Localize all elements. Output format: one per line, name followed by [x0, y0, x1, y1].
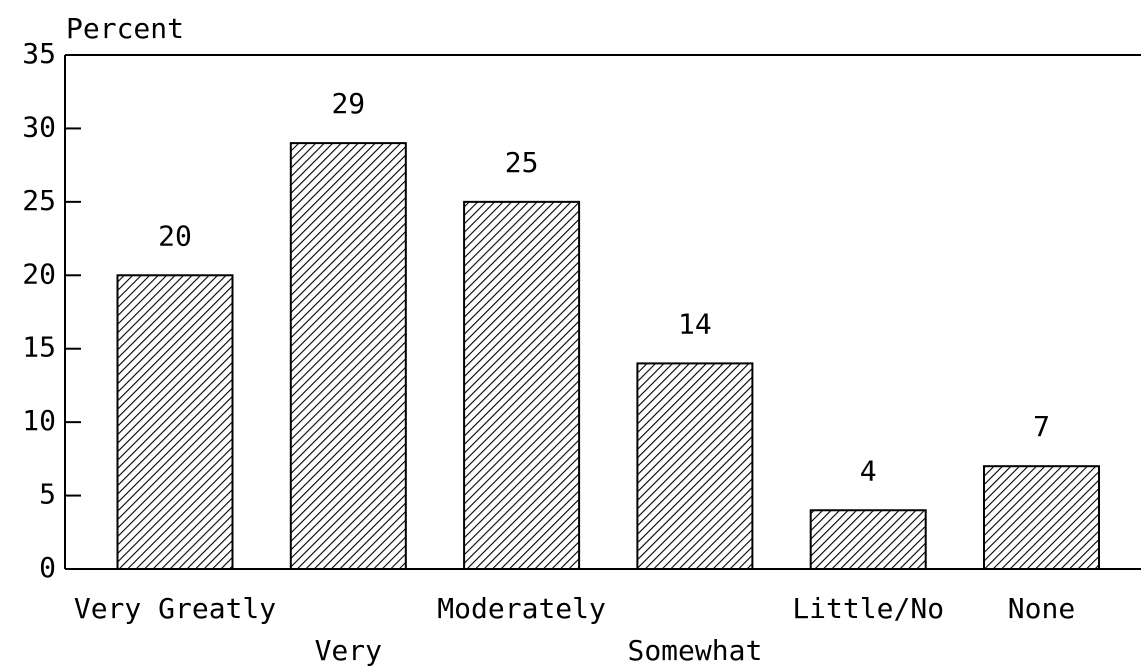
x-tick-label: None: [1008, 592, 1075, 625]
y-axis-label: Percent: [66, 12, 184, 45]
bar: [116, 274, 234, 570]
x-tick-label: Very: [315, 634, 382, 666]
x-tick-label: Very Greatly: [74, 592, 276, 625]
data-label: 14: [678, 307, 712, 340]
data-label: 7: [1033, 410, 1050, 443]
y-tick-label: 5: [39, 478, 56, 511]
data-label: 29: [331, 87, 365, 120]
y-tick-label: 0: [39, 551, 56, 584]
bar: [983, 465, 1100, 571]
x-tick-label: Little/No: [792, 592, 944, 625]
bar: [636, 362, 754, 570]
y-tick-label: 15: [22, 331, 56, 364]
data-label: 4: [860, 454, 877, 487]
y-tick-label: 10: [22, 404, 56, 437]
data-label: 20: [158, 219, 192, 252]
y-tick-label: 35: [22, 37, 56, 70]
y-tick-label: 20: [22, 257, 56, 290]
data-label: 25: [505, 146, 539, 179]
y-tick-label: 25: [22, 184, 56, 217]
bar: [809, 509, 927, 570]
bar: [289, 142, 407, 570]
bar: [463, 200, 581, 570]
y-tick-label: 30: [22, 110, 56, 143]
x-tick-label: Somewhat: [627, 634, 762, 666]
x-tick-label: Moderately: [437, 592, 606, 625]
